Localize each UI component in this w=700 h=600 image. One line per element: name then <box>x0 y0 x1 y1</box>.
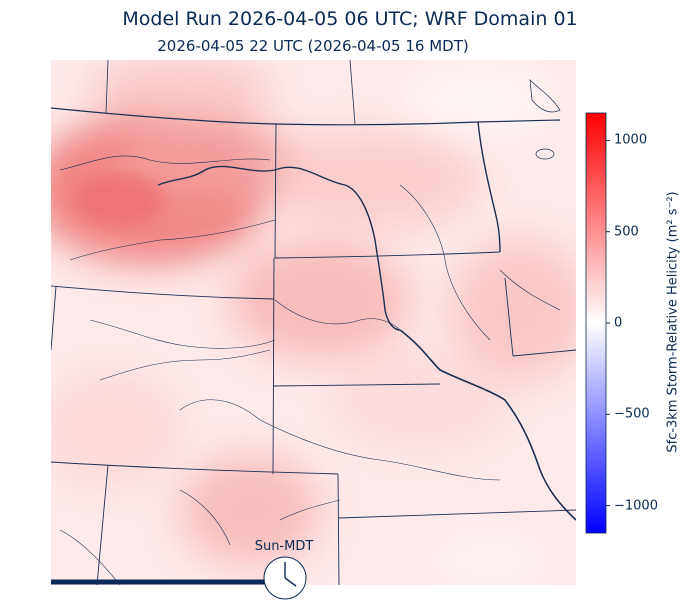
river <box>99 349 271 381</box>
state-border <box>51 285 275 300</box>
state-border <box>504 277 514 357</box>
river <box>179 489 231 546</box>
province-border <box>349 60 356 125</box>
missouri-river-upper <box>157 165 401 331</box>
river <box>279 499 341 521</box>
map-title: Model Run 2026-04-05 06 UTC; WRF Domain … <box>122 8 578 30</box>
colorbar <box>585 112 607 534</box>
colorbar-tick-label: 1000 <box>614 132 648 148</box>
colorbar-tick-label: 500 <box>614 224 639 240</box>
state-border <box>337 473 340 585</box>
river <box>499 269 561 311</box>
helicity-field <box>51 60 576 585</box>
state-border <box>272 257 275 475</box>
lake <box>535 148 555 160</box>
red-river <box>477 121 501 253</box>
colorbar-ticks <box>606 139 610 507</box>
state-border <box>51 461 339 475</box>
clock-hour-hand <box>284 577 297 587</box>
colorbar-label: Sfc-3km Storm-Relative Helicity (m² s⁻²) <box>665 191 681 453</box>
colorbar-tick-label: 0 <box>614 315 623 331</box>
river <box>59 529 121 585</box>
river <box>179 399 501 481</box>
state-border <box>338 509 576 519</box>
state-border <box>51 285 57 351</box>
state-border <box>274 123 277 259</box>
river <box>399 184 491 341</box>
river <box>274 299 401 331</box>
river <box>89 319 276 349</box>
state-border <box>272 383 441 387</box>
clock-label: Sun-MDT <box>254 539 314 554</box>
lake <box>529 79 561 113</box>
missouri-river <box>399 329 576 521</box>
map-subtitle: 2026-04-05 22 UTC (2026-04-05 16 MDT) <box>157 37 469 55</box>
colorbar-tick-label: −500 <box>614 406 650 422</box>
province-border <box>105 60 109 114</box>
state-border <box>512 349 576 357</box>
state-border <box>274 251 501 259</box>
state-border <box>96 464 109 585</box>
colorbar-tick-label: −1000 <box>614 498 658 514</box>
river <box>59 155 271 171</box>
map-boundaries <box>51 60 576 585</box>
river <box>69 219 276 261</box>
